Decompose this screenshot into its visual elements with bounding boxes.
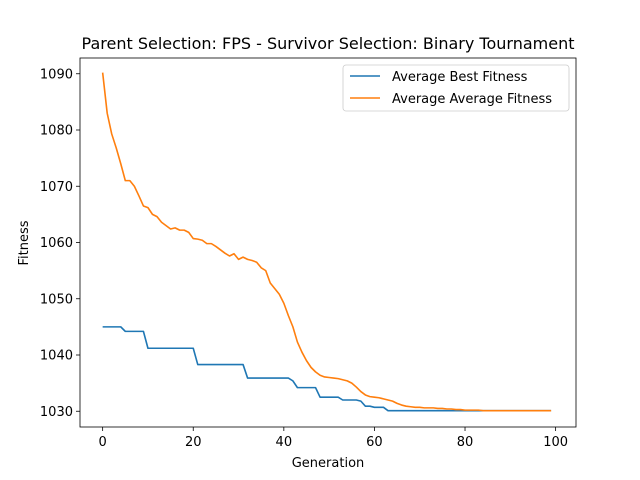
x-axis: 0 20 40 60 80 100: [99, 427, 568, 450]
x-tick-label: 60: [366, 435, 383, 450]
x-tick-label: 20: [185, 435, 202, 450]
chart-title: Parent Selection: FPS - Survivor Selecti…: [82, 34, 575, 53]
x-tick-label: 80: [457, 435, 474, 450]
plot-frame: [79, 57, 577, 428]
y-axis: 1030 1040 1050 1060 1070 1080 1090: [40, 67, 80, 420]
x-tick-label: 40: [276, 435, 293, 450]
x-tick-label: 0: [99, 435, 107, 450]
y-tick-label: 1040: [40, 349, 73, 364]
x-tick-label: 100: [543, 435, 568, 450]
legend-label-1: Average Average Fitness: [392, 92, 552, 107]
y-tick-label: 1070: [40, 180, 73, 195]
legend-box: [342, 64, 570, 112]
y-tick-label: 1060: [40, 236, 73, 251]
y-tick-label: 1050: [40, 292, 73, 307]
series-line-1: [101, 72, 552, 412]
plot-area: [79, 57, 577, 428]
y-tick-label: 1080: [40, 124, 73, 139]
series-layer: [101, 72, 552, 412]
y-tick-label: 1030: [40, 405, 73, 420]
y-axis-label: Fitness: [17, 220, 32, 265]
legend-label-0: Average Best Fitness: [392, 70, 528, 85]
legend: Average Best Fitness Average Average Fitn…: [342, 64, 570, 112]
x-axis-label: Generation: [292, 456, 365, 471]
y-tick-label: 1090: [40, 67, 73, 82]
